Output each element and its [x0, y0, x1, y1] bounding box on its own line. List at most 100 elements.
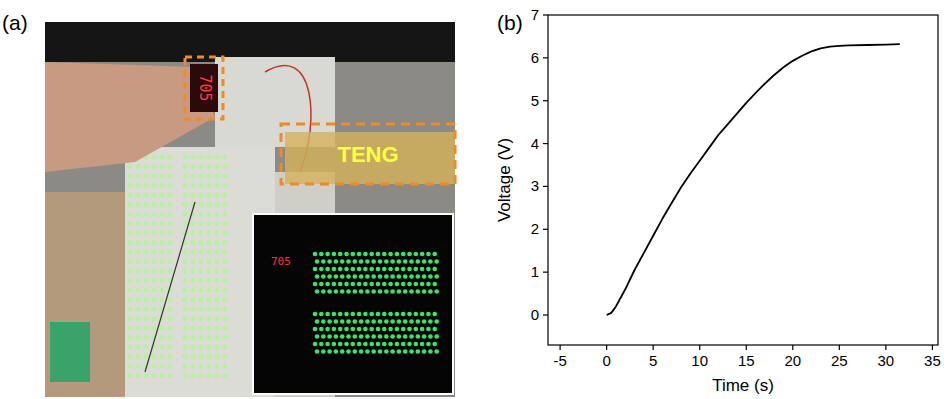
led	[334, 259, 339, 264]
led	[198, 202, 203, 207]
led	[167, 211, 172, 216]
led	[214, 249, 219, 254]
led	[167, 316, 172, 321]
led	[206, 325, 211, 330]
led	[434, 349, 439, 354]
led	[351, 312, 356, 317]
y-axis-label: Voltage (V)	[495, 138, 514, 222]
led	[401, 342, 406, 347]
led	[182, 354, 187, 359]
led	[369, 252, 374, 257]
led	[190, 173, 195, 178]
led	[182, 316, 187, 321]
led	[325, 327, 330, 332]
led	[214, 373, 219, 378]
led	[403, 334, 408, 339]
led	[321, 349, 326, 354]
led	[198, 354, 203, 359]
x-tick	[560, 345, 561, 350]
led	[182, 268, 187, 273]
led	[214, 344, 219, 349]
led	[414, 342, 419, 347]
led	[395, 327, 400, 332]
led	[190, 278, 195, 283]
led	[332, 282, 337, 287]
led	[434, 259, 439, 264]
led	[401, 252, 406, 257]
led	[340, 349, 345, 354]
led	[159, 230, 164, 235]
led	[143, 221, 148, 226]
y-tick	[543, 314, 548, 315]
led	[222, 316, 227, 321]
led	[206, 221, 211, 226]
led	[321, 334, 326, 339]
led	[388, 252, 393, 257]
led	[378, 319, 383, 324]
led	[151, 297, 156, 302]
led	[214, 325, 219, 330]
led	[409, 289, 414, 294]
led	[371, 274, 376, 279]
led	[143, 173, 148, 178]
led	[198, 363, 203, 368]
led	[384, 319, 389, 324]
led	[190, 287, 195, 292]
led	[135, 221, 140, 226]
led	[182, 154, 187, 159]
led	[214, 240, 219, 245]
led	[401, 282, 406, 287]
led	[319, 267, 324, 272]
led	[390, 274, 395, 279]
led	[365, 289, 370, 294]
led	[143, 192, 148, 197]
led	[371, 289, 376, 294]
led	[198, 335, 203, 340]
led	[319, 342, 324, 347]
led	[315, 274, 320, 279]
led	[338, 267, 343, 272]
led	[378, 274, 383, 279]
led	[353, 319, 358, 324]
led	[384, 349, 389, 354]
photo-background	[45, 22, 455, 397]
led	[151, 183, 156, 188]
led	[151, 192, 156, 197]
led	[214, 278, 219, 283]
led	[313, 327, 318, 332]
highlight-box	[281, 124, 455, 184]
led	[365, 259, 370, 264]
led	[327, 259, 332, 264]
led	[190, 164, 195, 169]
led	[390, 259, 395, 264]
led	[143, 202, 148, 207]
x-tick	[746, 345, 747, 350]
led	[434, 334, 439, 339]
led	[432, 327, 437, 332]
led	[182, 259, 187, 264]
led	[340, 319, 345, 324]
led	[127, 164, 132, 169]
led	[182, 325, 187, 330]
led	[167, 154, 172, 159]
led	[346, 349, 351, 354]
led	[198, 211, 203, 216]
led	[382, 342, 387, 347]
led	[206, 164, 211, 169]
led	[382, 327, 387, 332]
led	[344, 267, 349, 272]
led	[127, 230, 132, 235]
led	[369, 282, 374, 287]
x-tick-label: 30	[878, 352, 895, 369]
led	[363, 312, 368, 317]
led	[384, 334, 389, 339]
led	[422, 349, 427, 354]
led	[384, 274, 389, 279]
led	[190, 230, 195, 235]
led	[428, 259, 433, 264]
led	[206, 287, 211, 292]
led	[420, 282, 425, 287]
led	[127, 278, 132, 283]
led	[365, 349, 370, 354]
led	[414, 252, 419, 257]
